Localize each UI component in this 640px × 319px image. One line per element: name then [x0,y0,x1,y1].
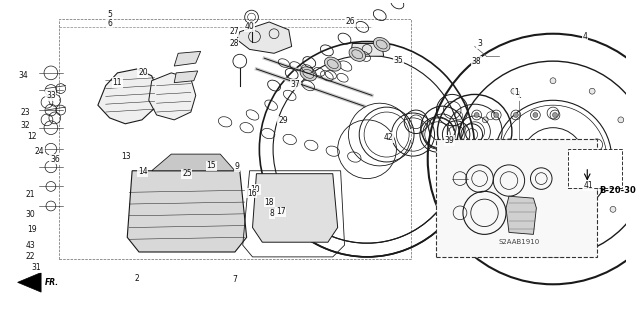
Bar [59,19,411,259]
Text: 6: 6 [107,19,112,28]
Text: 26: 26 [346,18,355,26]
Ellipse shape [300,67,317,81]
Polygon shape [174,71,198,83]
Circle shape [618,117,624,123]
Text: 31: 31 [31,263,41,272]
Circle shape [552,113,557,117]
Circle shape [513,113,518,117]
Circle shape [550,78,556,84]
Text: 8: 8 [269,209,275,218]
Polygon shape [127,171,246,252]
Text: 3: 3 [477,39,482,48]
Text: 15: 15 [207,161,216,170]
Circle shape [511,88,516,94]
Ellipse shape [349,47,365,61]
Text: 14: 14 [138,167,148,176]
Circle shape [511,224,516,230]
Ellipse shape [374,37,390,52]
Polygon shape [18,272,41,292]
Text: 24: 24 [35,147,44,156]
Text: 38: 38 [472,57,481,66]
Text: 10: 10 [251,185,260,194]
Polygon shape [174,51,201,66]
Text: B-20-30: B-20-30 [599,186,636,195]
Text: 20: 20 [138,68,148,78]
Text: 40: 40 [244,22,255,31]
Text: 35: 35 [394,56,403,65]
Circle shape [483,117,488,123]
Bar [568,149,621,189]
Circle shape [533,113,538,117]
Text: 4: 4 [583,32,588,41]
Text: S2AAB1910: S2AAB1910 [498,239,540,245]
Text: 1: 1 [516,91,521,100]
Polygon shape [152,154,235,171]
Polygon shape [350,43,383,56]
Text: 18: 18 [264,197,274,207]
Text: 1: 1 [515,88,519,97]
Text: 34: 34 [19,71,28,80]
Text: 13: 13 [122,152,131,160]
Text: 25: 25 [182,169,192,178]
Text: 11: 11 [113,78,122,87]
Text: 32: 32 [20,121,30,130]
Bar [436,139,597,257]
Circle shape [494,113,499,117]
Text: 9: 9 [234,162,239,171]
Circle shape [610,206,616,212]
Polygon shape [237,22,292,53]
Text: 36: 36 [50,154,60,164]
Text: 43: 43 [26,241,35,250]
Circle shape [589,88,595,94]
Text: 39: 39 [444,136,454,145]
Text: 19: 19 [28,225,37,234]
Text: 23: 23 [20,108,30,116]
Text: 7: 7 [232,275,237,284]
Text: 37: 37 [291,80,300,89]
Text: 17: 17 [276,207,285,216]
Polygon shape [98,69,159,124]
Polygon shape [148,73,196,120]
Text: 22: 22 [26,252,35,261]
Text: 27: 27 [229,27,239,36]
Text: 42: 42 [384,133,394,142]
Text: 16: 16 [247,189,257,198]
Text: FR.: FR. [45,278,59,287]
Circle shape [474,113,479,117]
Circle shape [477,183,483,189]
Text: 41: 41 [584,181,593,190]
Text: 5: 5 [107,10,112,19]
Polygon shape [506,196,536,234]
Text: 30: 30 [26,210,35,219]
Ellipse shape [324,57,341,71]
Text: 2: 2 [134,274,140,283]
Circle shape [564,233,570,239]
Polygon shape [253,174,338,242]
Text: 21: 21 [26,190,35,199]
Text: 28: 28 [229,39,239,48]
Text: 29: 29 [278,116,287,125]
Text: 33: 33 [46,91,56,100]
Text: 12: 12 [28,132,37,141]
